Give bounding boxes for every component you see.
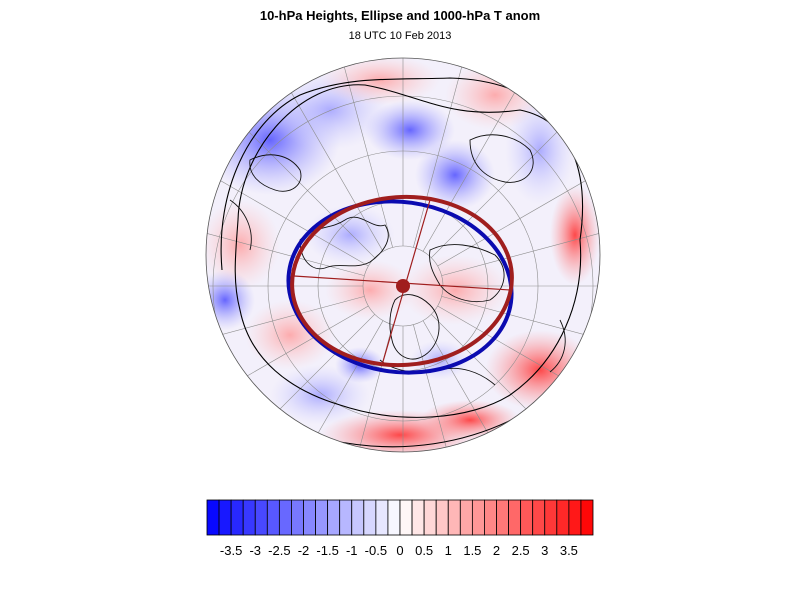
chart-title: 10-hPa Heights, Ellipse and 1000-hPa T a… [259,8,541,23]
height-contour [234,84,583,418]
longitude-line [206,296,365,354]
colorbar-bin [556,499,570,536]
colorbar-bin [580,499,594,536]
colorbar-tick-label: 3 [541,543,549,558]
warm-anomaly-patch [245,300,335,370]
colorbar-bin [532,499,546,536]
colorbar-tick-label: -2.5 [268,543,291,558]
colorbar-tick-label: 1.5 [463,543,482,558]
longitude-line [413,58,471,248]
colorbar-bin [315,499,329,536]
colorbar-tick-label: 0 [396,543,404,558]
colorbar-tick-label: -1 [345,543,358,558]
colorbar-bin [291,499,304,536]
longitude-line [441,296,600,354]
warm-anomaly-patch [206,200,280,290]
colorbar-tick-label: 0.5 [415,543,434,558]
ellipse-center-marker [396,279,410,293]
colorbar-bin [218,499,232,536]
longitude-line [413,324,471,452]
longitude-line [206,218,365,276]
colorbar-tick-label: -1.5 [316,543,339,558]
coastline [389,294,440,360]
colorbar-bin [568,499,582,536]
meridians [206,58,600,452]
cold-anomaly-patch [270,365,370,425]
chart-subtitle: 18 UTC 10 Feb 2013 [348,30,452,42]
colorbar-bin [363,499,377,536]
cold-anomaly-patch [365,100,455,160]
colorbar-bin [206,499,220,536]
colorbar-bin [471,499,485,536]
coastline [469,134,534,183]
fitted-ellipse [290,194,514,368]
longitude-line [272,320,384,452]
colorbar-bin [508,499,522,536]
colorbar-bin [459,499,473,536]
colorbar-bin [447,499,461,536]
colorbar-bin [327,499,341,536]
colorbar-bin [520,499,534,536]
warm-anomaly-patch [550,185,600,285]
colorbar-bin [278,499,292,536]
colorbar-tick-label: 1 [444,543,452,558]
colorbar-bin [351,499,365,536]
globe-outline [205,57,601,453]
longitude-line [441,218,600,276]
longitude-line [422,320,534,452]
vortex-edge-contour [286,199,514,375]
colorbar-bin [242,499,256,536]
colorbar-tick-label: 3.5 [559,543,578,558]
colorbar-bin [339,499,353,536]
coastline [429,244,505,303]
longitude-line [335,58,393,248]
cold-anomaly-patch [415,140,495,210]
colorbar-bin [435,499,449,536]
colorbar-tick-label: -2 [297,543,310,558]
colorbar-bin [423,499,437,536]
coastline [549,319,566,373]
colorbar-bin [303,499,316,536]
colorbar-bin [387,499,401,536]
colorbar-bin [375,499,389,536]
colorbar-bin [254,499,268,536]
coastline [229,199,252,251]
colorbar-bin [544,499,558,536]
colorbar-bin [266,499,280,536]
colorbar-tick-label: -0.5 [364,543,388,558]
colorbar-tick-label: 2.5 [511,543,530,558]
colorbar-bin [496,499,509,536]
coastline [299,216,389,270]
colorbar-bin [484,499,497,536]
colorbar-tick-label: 2 [492,543,501,558]
colorbar-bin [230,499,244,536]
colorbar-tick-label: -3 [249,543,262,558]
colorbar-bin [399,499,413,536]
coastline [249,154,302,192]
colorbar-bin [411,499,425,536]
colorbar-tick-label: -3.5 [219,543,243,558]
